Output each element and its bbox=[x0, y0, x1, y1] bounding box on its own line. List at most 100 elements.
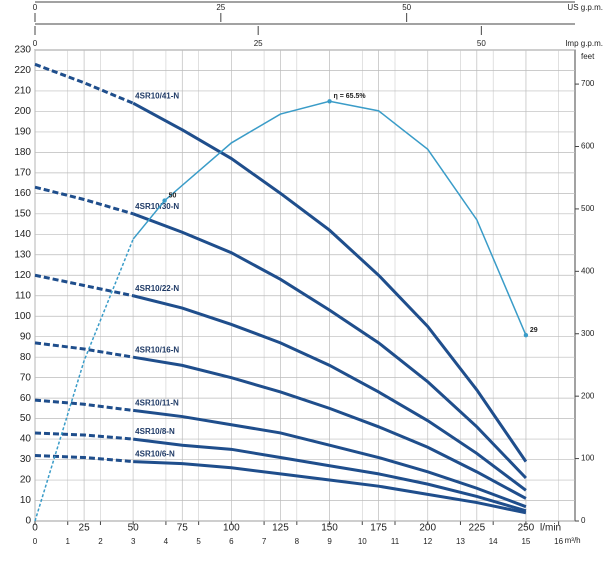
y-tick-label: 210 bbox=[14, 86, 31, 97]
efficiency-label: η = 65.5% bbox=[334, 93, 367, 100]
x-tick-label: 225 bbox=[468, 523, 485, 534]
x-tick-label: 100 bbox=[223, 523, 240, 534]
x-tick-label: 75 bbox=[177, 523, 189, 534]
x2-axis-label: m³/h bbox=[565, 536, 581, 545]
x2-tick-label: 16 bbox=[554, 537, 563, 546]
top-tick-label: 50 bbox=[402, 3, 411, 12]
pump-curve bbox=[132, 212, 527, 480]
y2-tick-label: 400 bbox=[581, 266, 595, 275]
y-tick-label: 230 bbox=[14, 45, 31, 56]
curve-label: 4SR10/11-N bbox=[135, 399, 179, 408]
top-axis-label: Imp g.p.m. bbox=[565, 39, 603, 48]
y2-tick-label: 200 bbox=[581, 391, 595, 400]
plot-area bbox=[34, 49, 576, 522]
x-tick-label: 150 bbox=[321, 523, 338, 534]
y-tick-label: 80 bbox=[20, 352, 32, 363]
pump-curve bbox=[34, 398, 134, 412]
x2-tick-label: 3 bbox=[131, 537, 136, 546]
pump-curve bbox=[34, 341, 134, 359]
y-tick-label: 60 bbox=[20, 393, 32, 404]
pump-curve bbox=[34, 453, 134, 464]
pump-curve bbox=[34, 273, 134, 298]
curve-label: 4SR10/41-N bbox=[135, 91, 179, 100]
y-tick-label: 140 bbox=[14, 229, 31, 240]
curve-label: 4SR10/30-N bbox=[135, 202, 179, 211]
curve-label: 4SR10/6-N bbox=[135, 450, 175, 459]
x-tick-label: 125 bbox=[272, 523, 289, 534]
y-tick-label: 30 bbox=[20, 454, 32, 465]
y-tick-label: 40 bbox=[20, 434, 32, 445]
pump-curve bbox=[34, 185, 134, 216]
x-tick-label: 50 bbox=[128, 523, 140, 534]
y-tick-label: 220 bbox=[14, 65, 31, 76]
x-tick-label: 25 bbox=[79, 523, 91, 534]
y-tick-label: 120 bbox=[14, 270, 31, 281]
x2-tick-label: 5 bbox=[196, 537, 201, 546]
pump-curve bbox=[132, 355, 527, 500]
x2-tick-label: 1 bbox=[66, 537, 71, 546]
y-tick-label: 90 bbox=[20, 331, 32, 342]
y2-tick-label: 500 bbox=[581, 204, 595, 213]
pump-curve bbox=[132, 101, 528, 463]
x2-tick-label: 0 bbox=[33, 537, 38, 546]
x2-tick-label: 9 bbox=[327, 537, 332, 546]
x2-tick-label: 4 bbox=[164, 537, 169, 546]
top-axis-label: US g.p.m. bbox=[567, 3, 603, 12]
x-tick-label: 200 bbox=[419, 523, 436, 534]
pump-curve bbox=[132, 437, 527, 513]
efficiency-label: 50 bbox=[169, 192, 177, 199]
pump-curve bbox=[132, 294, 527, 492]
y-tick-label: 170 bbox=[14, 168, 31, 179]
y-tick-label: 180 bbox=[14, 147, 31, 158]
y-tick-label: 190 bbox=[14, 127, 31, 138]
efficiency-point bbox=[523, 332, 529, 338]
y2-tick-label: 300 bbox=[581, 329, 595, 338]
y-tick-label: 130 bbox=[14, 249, 31, 260]
y2-tick-label: 600 bbox=[581, 142, 595, 151]
efficiency-point bbox=[162, 198, 167, 203]
y-tick-label: 50 bbox=[20, 413, 32, 424]
x2-tick-label: 2 bbox=[98, 537, 103, 546]
y2-axis-label: feet bbox=[581, 52, 595, 61]
pump-curve bbox=[133, 460, 527, 515]
x-tick-label: 0 bbox=[32, 523, 38, 534]
top-tick-label: 50 bbox=[477, 39, 486, 48]
efficiency-label: 29 bbox=[530, 327, 538, 334]
x2-tick-label: 11 bbox=[391, 537, 400, 546]
y-tick-label: 150 bbox=[14, 208, 31, 219]
pump-curve bbox=[34, 431, 134, 441]
x2-tick-label: 14 bbox=[489, 537, 498, 546]
top-tick-label: 0 bbox=[33, 3, 38, 12]
pump-curve bbox=[132, 408, 527, 509]
x2-tick-label: 12 bbox=[423, 537, 432, 546]
y-tick-label: 200 bbox=[14, 106, 31, 117]
curve-label: 4SR10/22-N bbox=[135, 284, 179, 293]
efficiency-curve bbox=[34, 238, 134, 522]
curve-label: 4SR10/16-N bbox=[135, 345, 179, 354]
y-tick-label: 10 bbox=[20, 495, 32, 506]
top-tick-label: 25 bbox=[216, 3, 225, 12]
efficiency-point bbox=[327, 99, 332, 104]
x-tick-label: 175 bbox=[370, 523, 387, 534]
x-tick-label: 250 bbox=[518, 523, 535, 534]
y2-tick-label: 700 bbox=[581, 79, 595, 88]
y-tick-label: 160 bbox=[14, 188, 31, 199]
y2-tick-label: 100 bbox=[581, 454, 595, 463]
x2-tick-label: 10 bbox=[358, 537, 367, 546]
x2-tick-label: 8 bbox=[295, 537, 300, 546]
x-axis-label: l/min bbox=[540, 523, 561, 534]
y-tick-label: 20 bbox=[20, 475, 32, 486]
y-tick-label: 70 bbox=[20, 372, 32, 383]
x2-tick-label: 13 bbox=[456, 537, 465, 546]
y-tick-label: 0 bbox=[25, 516, 31, 527]
curve-label: 4SR10/8-N bbox=[135, 427, 175, 436]
top-tick-label: 0 bbox=[33, 39, 38, 48]
x2-tick-label: 7 bbox=[262, 537, 267, 546]
x2-tick-label: 15 bbox=[521, 537, 530, 546]
top-tick-label: 25 bbox=[254, 39, 263, 48]
y-tick-label: 110 bbox=[15, 290, 31, 301]
y2-tick-label: 0 bbox=[581, 516, 586, 525]
x2-tick-label: 6 bbox=[229, 537, 234, 546]
y-tick-label: 100 bbox=[14, 311, 31, 322]
